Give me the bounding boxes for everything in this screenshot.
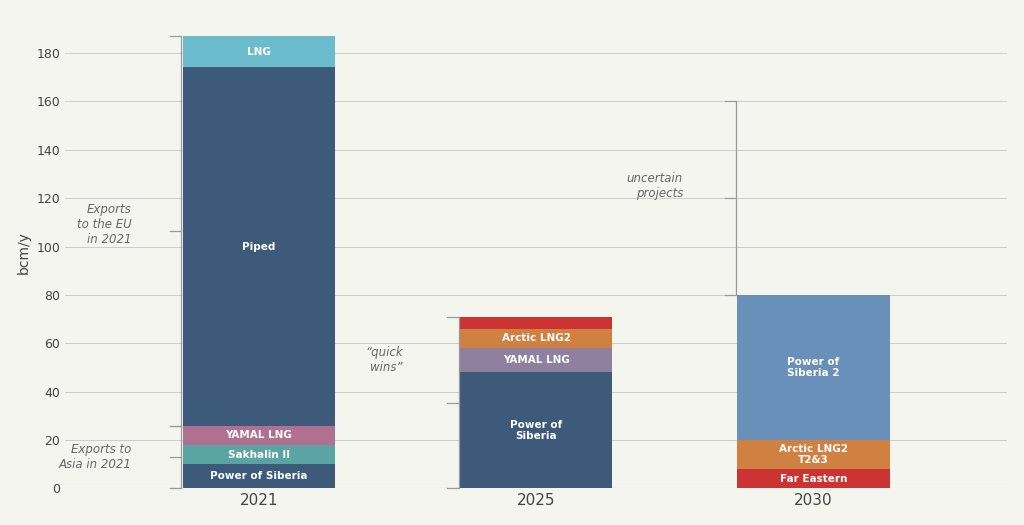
Bar	[737, 295, 890, 440]
Text: Exports to
Asia in 2021: Exports to Asia in 2021	[58, 443, 131, 471]
Bar	[460, 372, 612, 488]
Text: LNG: LNG	[247, 47, 271, 57]
Text: Power of Siberia: Power of Siberia	[210, 471, 308, 481]
Text: YAMAL LNG: YAMAL LNG	[503, 355, 569, 365]
Text: uncertain
projects: uncertain projects	[627, 172, 683, 200]
Bar	[182, 68, 335, 426]
Text: “quick
wins”: “quick wins”	[366, 346, 403, 374]
Text: Arctic LNG2: Arctic LNG2	[502, 333, 570, 343]
Text: YAMAL LNG: YAMAL LNG	[225, 430, 293, 440]
Bar	[182, 426, 335, 445]
Bar	[737, 440, 890, 469]
Text: Power of
Siberia: Power of Siberia	[510, 419, 562, 441]
Bar	[460, 317, 612, 329]
Text: Exports
to the EU
in 2021: Exports to the EU in 2021	[77, 203, 131, 246]
Text: Power of
Siberia 2: Power of Siberia 2	[787, 356, 840, 379]
Text: Far Eastern: Far Eastern	[779, 474, 847, 484]
Bar	[182, 464, 335, 488]
Text: Sakhalin II: Sakhalin II	[228, 449, 290, 459]
Bar	[182, 445, 335, 464]
Bar	[460, 348, 612, 372]
Text: Piped: Piped	[243, 242, 275, 251]
Bar	[182, 36, 335, 68]
Bar	[737, 469, 890, 488]
Bar	[460, 329, 612, 348]
Text: Arctic LNG2
T2&3: Arctic LNG2 T2&3	[779, 444, 848, 465]
Y-axis label: bcm/y: bcm/y	[16, 231, 31, 274]
